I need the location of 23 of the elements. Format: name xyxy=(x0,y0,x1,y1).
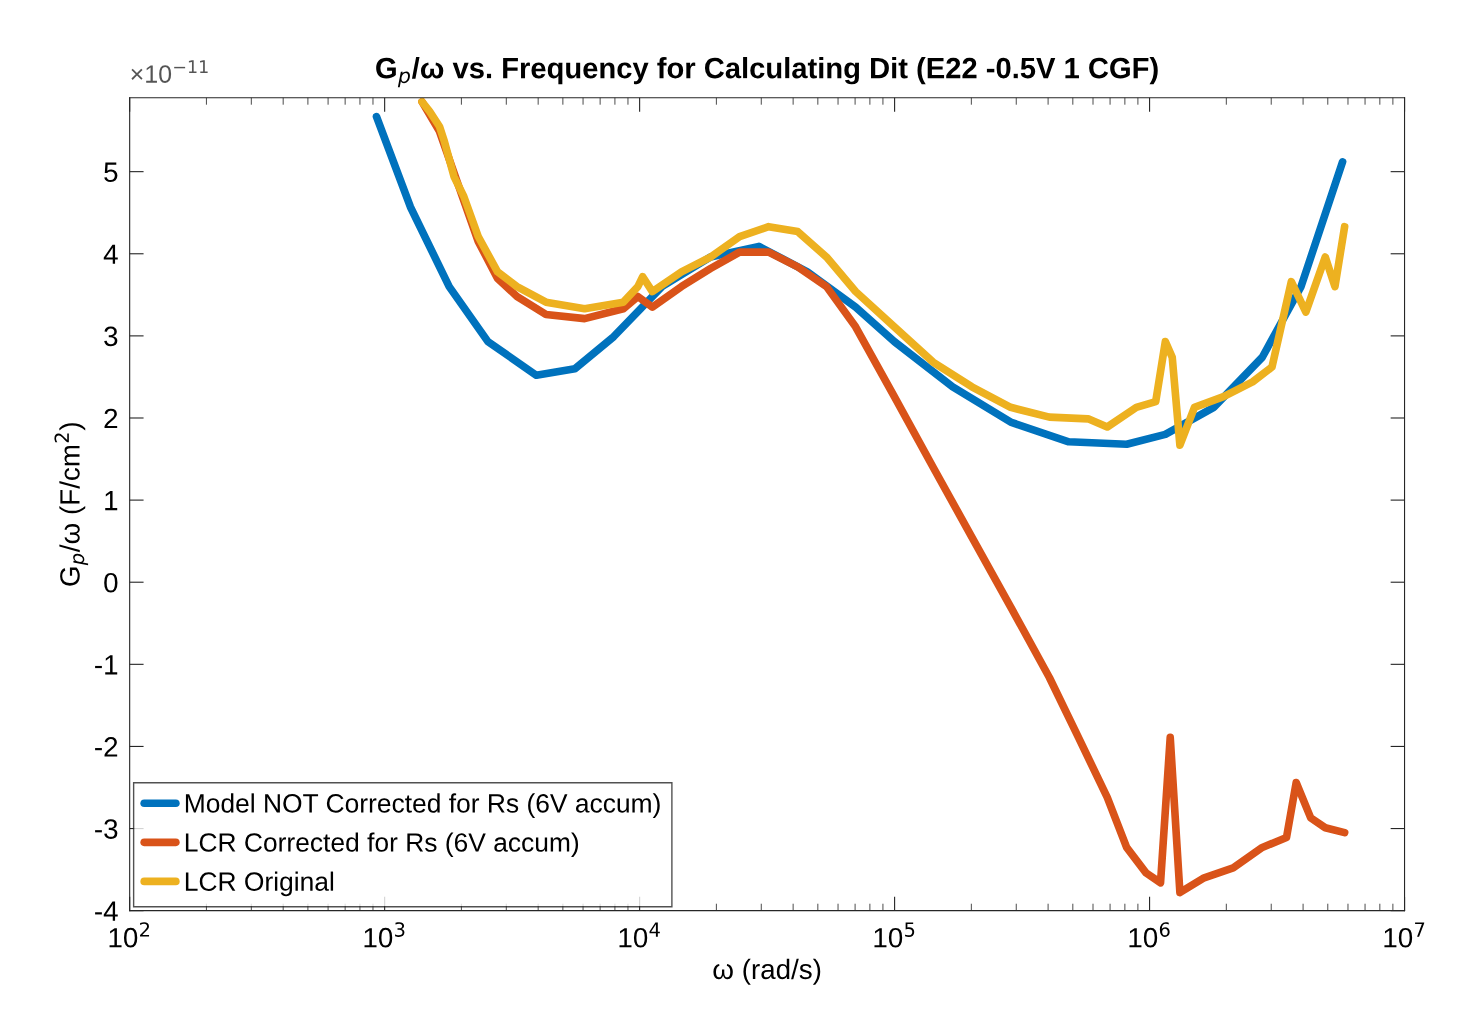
x-tick-label: 10$^{7}$ xyxy=(1384,922,1425,948)
y-tick-label: 5 xyxy=(104,162,118,182)
y-tick-label: 1 xyxy=(105,491,118,511)
x-tick-label: 10$^{4}$ xyxy=(619,922,660,948)
y-tick-label: 2 xyxy=(104,408,118,429)
legend-label: LCR Original xyxy=(185,871,334,897)
text: ×10$^{−11}$ xyxy=(131,60,208,83)
x-tick-label: 10$^{2}$ xyxy=(109,922,150,948)
x-tick-label: 10$^{5}$ xyxy=(874,922,915,948)
chart-title: G$_{p}$/ω vs. Frequency for Calculating Dit (E22 -0.5V 1 CGF) xyxy=(376,57,1158,88)
x-axis-title: ω (rad/s) xyxy=(713,958,821,985)
y-axis-title: G$_{p}$/ω (F/cm$^{2}$) xyxy=(54,423,89,586)
x-tick-label: 10$^{3}$ xyxy=(364,922,405,948)
y-tick-label: 0 xyxy=(104,572,118,593)
y-tick-label: -1 xyxy=(95,655,118,675)
y-tick-label: -2 xyxy=(95,737,118,757)
y-tick-label: 4 xyxy=(103,244,118,264)
y-tick-label: -4 xyxy=(95,901,118,921)
legend-label: Model NOT Corrected for Rs (6V accum) xyxy=(185,793,660,818)
y-tick-label: -3 xyxy=(95,819,118,839)
y-tick-label: 3 xyxy=(104,326,118,347)
x-tick-label: 10$^{6}$ xyxy=(1129,922,1170,948)
legend-label: LCR Corrected for Rs (6V accum) xyxy=(185,832,579,858)
